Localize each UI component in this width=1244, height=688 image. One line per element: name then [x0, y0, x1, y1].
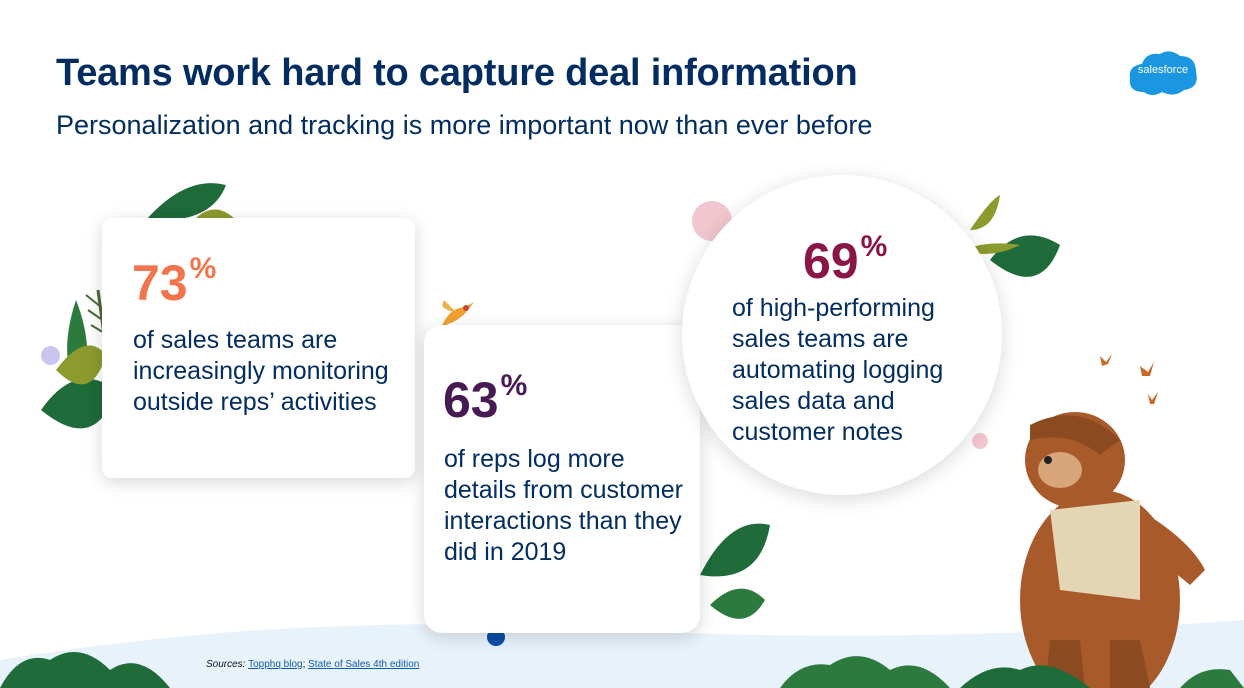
- stat-2-percent: %: [500, 369, 528, 402]
- bottom-foliage-icon: [0, 652, 1244, 688]
- leaf-cluster-left-icon: [41, 183, 236, 429]
- dot-pink-small: [972, 433, 988, 449]
- stat-card-1: [102, 218, 415, 478]
- slide-subtitle: Personalization and tracking is more imp…: [56, 110, 873, 140]
- salesforce-logo: salesforce: [1126, 46, 1200, 98]
- stat-card-2: [424, 325, 700, 633]
- stat-1-value: 73%: [132, 254, 216, 311]
- sources-separator: ;: [302, 659, 306, 670]
- butterflies-icon: [1100, 354, 1158, 404]
- slide-title: Teams work hard to capture deal informat…: [56, 52, 858, 94]
- leaf-cluster-center-icon: [700, 523, 770, 619]
- stat-3-number: 69: [803, 233, 859, 289]
- sources-footnote: Sources: Topphq blog; State of Sales 4th…: [206, 659, 419, 670]
- sources-label: Sources:: [206, 659, 246, 670]
- stat-2-number: 63: [443, 372, 499, 428]
- stat-2-description: of reps log more details from customer i…: [444, 445, 683, 566]
- source-link-state-of-sales[interactable]: State of Sales 4th edition: [308, 659, 420, 670]
- hummingbird-icon: [440, 300, 474, 330]
- bear-mascot-icon: [1020, 412, 1205, 688]
- stat-card-3-circle: [682, 175, 1002, 495]
- stat-3-percent: %: [860, 230, 888, 263]
- stat-3-value: 69%: [803, 232, 887, 289]
- stat-1-description: of sales teams are increasingly monitori…: [133, 326, 389, 416]
- salesforce-logo-text: salesforce: [1137, 64, 1189, 76]
- hill-background: [0, 620, 1244, 688]
- stat-3-description: of high-performing sales teams are autom…: [732, 294, 944, 446]
- stat-2-value: 63%: [443, 371, 527, 428]
- stat-1-percent: %: [189, 252, 217, 285]
- source-link-topphq[interactable]: Topphq blog: [248, 659, 303, 670]
- dot-lavender: [41, 346, 60, 365]
- stat-1-number: 73: [132, 255, 188, 311]
